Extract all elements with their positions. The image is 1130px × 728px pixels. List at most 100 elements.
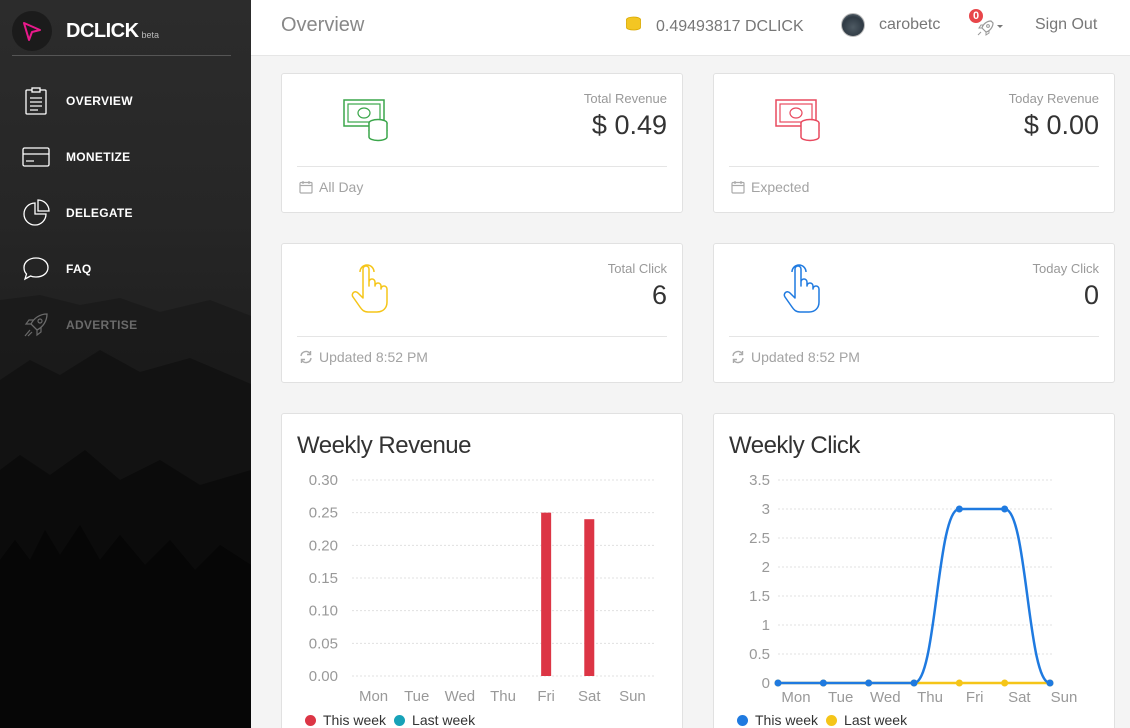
divider [729, 166, 1099, 167]
data-point[interactable] [910, 679, 918, 687]
user-menu[interactable]: carobetc [841, 13, 940, 37]
brand[interactable]: DCLICK beta [12, 6, 232, 56]
notification-badge: 0 [967, 7, 985, 25]
username: carobetc [879, 16, 941, 33]
data-point[interactable] [819, 679, 827, 687]
x-tick-label: Wed [870, 689, 901, 706]
x-tick-label: Tue [404, 688, 429, 705]
sidebar-item-monetize[interactable]: MONETIZE [0, 129, 251, 185]
legend-entry[interactable]: This week [737, 712, 818, 728]
avatar [841, 13, 865, 37]
legend-entry[interactable]: Last week [394, 712, 475, 728]
credit-card-icon [22, 143, 50, 171]
x-tick-label: Thu [490, 688, 516, 705]
today-revenue-card: Today Revenue $ 0.00 Expected [713, 73, 1115, 213]
series-line [778, 507, 1051, 685]
stat-footer: Expected [731, 179, 809, 195]
data-point[interactable] [865, 679, 873, 687]
x-tick-label: Wed [445, 688, 476, 705]
data-point[interactable] [774, 679, 782, 687]
brand-name: DCLICK [66, 19, 139, 42]
sidebar-item-faq[interactable]: FAQ [0, 241, 251, 297]
stat-label: Total Click [607, 261, 667, 276]
y-tick-label: 0.30 [309, 472, 338, 489]
stat-footer-text: All Day [319, 179, 364, 195]
x-tick-label: Sun [1051, 689, 1078, 706]
legend-entry[interactable]: Last week [826, 712, 907, 728]
stat-label: Today Click [1032, 261, 1099, 276]
y-tick-label: 0.5 [749, 646, 770, 663]
rocket-notification-icon [973, 20, 1009, 46]
legend-dot [394, 714, 406, 726]
stat-value: $ 0.00 [1023, 110, 1099, 140]
weekly-click-chart: 3.5 3 2.5 2 1.5 1 0.5 0 Mon Tue Wed Thu Fri Sat Sun [749, 472, 1078, 706]
sidebar-item-label: FAQ [66, 262, 92, 276]
stat-footer-text: Updated 8:52 PM [751, 349, 860, 365]
stat-value: 6 [651, 280, 667, 310]
balance-display: 0.49493817 DCLICK [625, 16, 804, 37]
legend-dot [826, 714, 838, 726]
refresh-icon [732, 350, 744, 364]
stat-value: $ 0.49 [591, 110, 667, 140]
tap-hand-icon [772, 264, 824, 316]
tap-hand-icon [340, 264, 392, 316]
x-tick-label: Thu [917, 689, 943, 706]
chart-legend: This week Last week [737, 712, 915, 728]
sidebar-item-advertise[interactable]: ADVERTISE [0, 297, 251, 353]
bar[interactable] [584, 519, 595, 676]
y-tick-label: 0.05 [309, 635, 338, 652]
money-stack-icon [772, 94, 824, 146]
chart-legend: This week Last week [305, 712, 483, 728]
weekly-revenue-card: Weekly Revenue 0.30 0.25 0.20 0.15 0.10 0.05 0… [281, 413, 683, 728]
chart-title: Weekly Click [729, 432, 860, 459]
weekly-revenue-chart: 0.30 0.25 0.20 0.15 0.10 0.05 0.00 Mon Tue Wed Thu… [309, 472, 654, 705]
y-tick-label: 2 [762, 559, 770, 576]
legend-entry[interactable]: This week [305, 712, 386, 728]
stat-footer-text: Expected [751, 179, 810, 195]
data-point[interactable] [1001, 505, 1009, 513]
calendar-icon [731, 181, 745, 194]
x-tick-label: Tue [828, 689, 853, 706]
x-tick-label: Sat [1008, 689, 1031, 706]
y-tick-label: 0 [762, 675, 770, 692]
sidebar-item-label: ADVERTISE [66, 318, 138, 332]
rocket-icon [22, 311, 50, 339]
stat-footer: Updated 8:52 PM [299, 349, 428, 365]
brand-logo-icon [12, 11, 52, 51]
bar[interactable] [541, 512, 552, 676]
legend-label: Last week [844, 712, 908, 728]
data-point[interactable] [955, 505, 963, 513]
y-tick-label: 0.00 [309, 668, 338, 685]
sidebar-item-label: OVERVIEW [66, 94, 133, 108]
y-tick-label: 0.25 [309, 505, 338, 522]
chat-bubble-icon [22, 255, 50, 283]
sidebar-item-label: DELEGATE [66, 206, 133, 220]
sidebar-background [0, 295, 251, 728]
total-click-card: Total Click 6 Updated 8:52 PM [281, 243, 683, 383]
stat-footer: All Day [299, 179, 363, 195]
sidebar-nav: OVERVIEW MONETIZE DELEGATE FAQ ADVERTISE [0, 73, 251, 353]
sidebar: DCLICK beta OVERVIEW MONETIZE DELEGATE [0, 0, 251, 728]
total-revenue-card: Total Revenue $ 0.49 All Day [281, 73, 683, 213]
stat-value: 0 [1083, 280, 1099, 310]
chart-title: Weekly Revenue [297, 432, 471, 459]
refresh-icon [300, 350, 312, 364]
stat-label: Today Revenue [1008, 91, 1099, 106]
legend-label: This week [323, 712, 387, 728]
divider [297, 166, 667, 167]
divider [297, 336, 667, 337]
data-point[interactable] [1046, 679, 1054, 687]
notifications-button[interactable]: 0 [967, 7, 1009, 42]
x-tick-label: Fri [966, 689, 984, 706]
money-stack-icon [340, 94, 392, 146]
sidebar-item-delegate[interactable]: DELEGATE [0, 185, 251, 241]
y-tick-label: 3.5 [749, 472, 770, 489]
sidebar-item-label: MONETIZE [66, 150, 131, 164]
y-tick-label: 0.15 [309, 570, 338, 587]
sidebar-item-overview[interactable]: OVERVIEW [0, 73, 251, 129]
data-point[interactable] [955, 679, 963, 687]
pie-chart-icon [22, 199, 50, 227]
data-point[interactable] [1001, 679, 1009, 687]
sign-out-button[interactable]: Sign Out [1035, 16, 1098, 33]
stat-label: Total Revenue [583, 91, 667, 106]
